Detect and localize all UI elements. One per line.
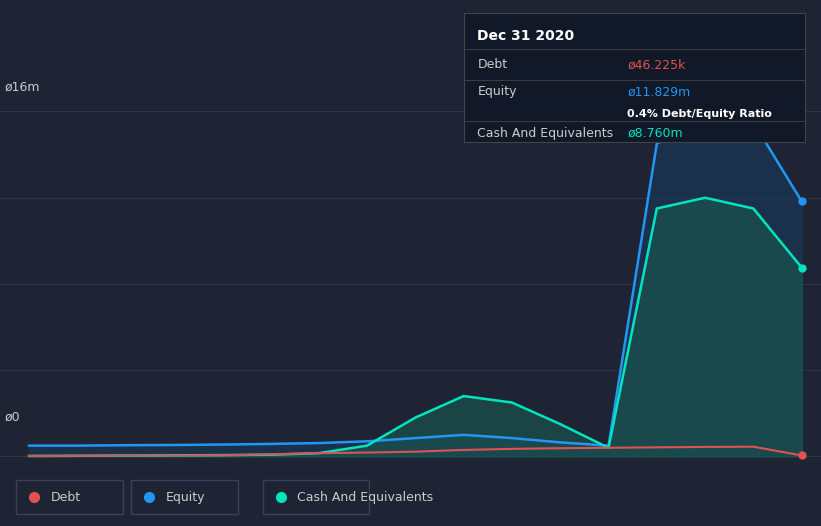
- Text: Debt: Debt: [478, 58, 507, 71]
- Text: Dec 31 2020: Dec 31 2020: [478, 28, 575, 43]
- Text: Cash And Equivalents: Cash And Equivalents: [478, 127, 613, 139]
- Bar: [131, 480, 238, 514]
- Text: Equity: Equity: [478, 85, 517, 98]
- Text: Cash And Equivalents: Cash And Equivalents: [297, 491, 433, 503]
- Text: ø0: ø0: [4, 411, 20, 424]
- Text: Debt: Debt: [51, 491, 81, 503]
- Text: ø46.225k: ø46.225k: [627, 58, 686, 71]
- Text: ø8.760m: ø8.760m: [627, 127, 683, 139]
- Text: ø11.829m: ø11.829m: [627, 85, 690, 98]
- Text: Equity: Equity: [166, 491, 205, 503]
- Bar: [263, 480, 369, 514]
- Bar: [16, 480, 123, 514]
- Text: ø16m: ø16m: [4, 80, 39, 93]
- Text: 0.4% Debt/Equity Ratio: 0.4% Debt/Equity Ratio: [627, 108, 773, 118]
